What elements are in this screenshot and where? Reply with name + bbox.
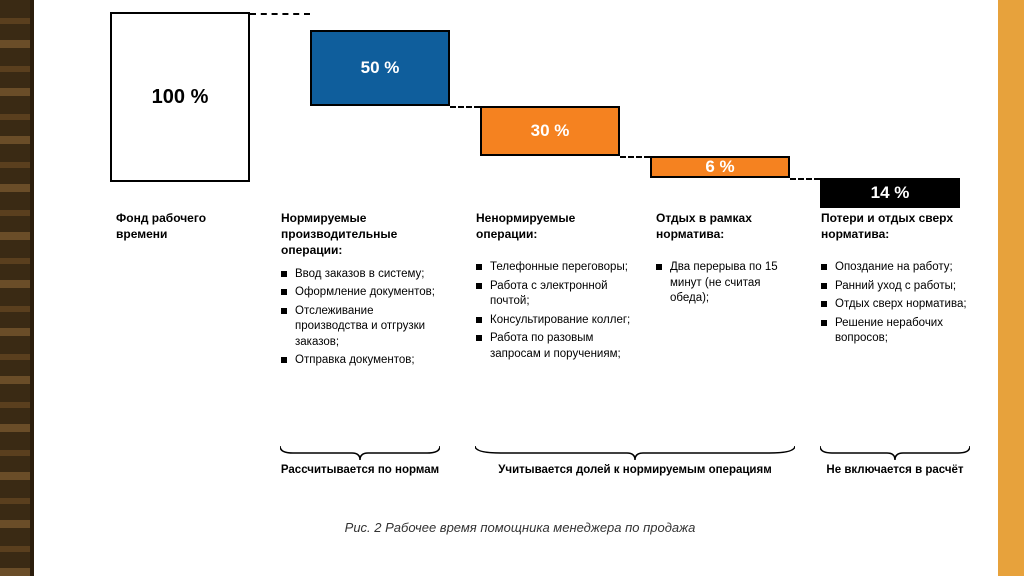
- column-title: Отдых в рамках норматива:: [656, 210, 794, 252]
- chart-bar: 100 %: [110, 12, 250, 182]
- chart-bar: 6 %: [650, 156, 790, 178]
- connector-line: [620, 156, 650, 158]
- brace-icon: [820, 446, 970, 462]
- list-item: Опоздание на работу;: [821, 260, 969, 276]
- brace-group: Учитывается долей к нормируемым операция…: [475, 446, 795, 476]
- list-item: Работа с электронной почтой;: [476, 279, 634, 310]
- chart-bar: 14 %: [820, 178, 960, 208]
- list-item: Работа по разовым запросам и поручениям;: [476, 331, 634, 362]
- list-item: Консультирование коллег;: [476, 313, 634, 329]
- list-item: Оформление документов;: [281, 285, 444, 301]
- bar-label: 100 %: [152, 86, 209, 109]
- connector-line: [790, 178, 820, 180]
- figure-caption: Рис. 2 Рабочее время помощника менеджера…: [80, 520, 960, 535]
- list-item: Ввод заказов в систему;: [281, 267, 444, 283]
- category-column: Потери и отдых сверх норматива: Опоздание…: [815, 210, 975, 350]
- category-column: Ненормируемые операции: Телефонные перего…: [470, 210, 640, 365]
- waterfall-chart: 100 % 50 % 30 % 6 % 14 %: [80, 0, 960, 210]
- category-column: Фонд рабочего времени: [110, 210, 250, 260]
- chart-bar: 50 %: [310, 30, 450, 106]
- column-title: Ненормируемые операции:: [476, 210, 634, 252]
- brace-label: Не включается в расчёт: [820, 464, 970, 476]
- brace-icon: [280, 446, 440, 462]
- list-item: Ранний уход с работы;: [821, 279, 969, 295]
- brace-group: Рассчитывается по нормам: [280, 446, 440, 476]
- right-decoration: [998, 0, 1024, 576]
- brace-row: Рассчитывается по нормам Учитывается доле…: [80, 446, 960, 506]
- column-list: Телефонные переговоры; Работа с электронн…: [476, 260, 634, 362]
- category-column: Нормируемые производительные операции: Вв…: [275, 210, 450, 372]
- category-columns: Фонд рабочего времени Нормируемые произво…: [80, 210, 960, 440]
- bar-label: 30 %: [531, 121, 570, 141]
- list-item: Два перерыва по 15 минут (не считая обед…: [656, 260, 794, 307]
- column-title: Фонд рабочего времени: [116, 210, 244, 252]
- brace-label: Учитывается долей к нормируемым операция…: [475, 464, 795, 476]
- list-item: Отправка документов;: [281, 353, 444, 369]
- connector-line: [450, 106, 480, 108]
- bar-label: 14 %: [871, 183, 910, 203]
- left-decoration: [0, 0, 34, 576]
- brace-icon: [475, 446, 795, 462]
- list-item: Отдых сверх норматива;: [821, 297, 969, 313]
- bar-label: 50 %: [361, 58, 400, 78]
- column-title: Потери и отдых сверх норматива:: [821, 210, 969, 252]
- column-list: Опоздание на работу; Ранний уход с работы…: [821, 260, 969, 347]
- chart-bar: 30 %: [480, 106, 620, 156]
- brace-group: Не включается в расчёт: [820, 446, 970, 476]
- column-list: Два перерыва по 15 минут (не считая обед…: [656, 260, 794, 307]
- list-item: Телефонные переговоры;: [476, 260, 634, 276]
- column-list: Ввод заказов в систему; Оформление докуме…: [281, 267, 444, 369]
- connector-line: [250, 13, 310, 15]
- category-column: Отдых в рамках норматива: Два перерыва по…: [650, 210, 800, 310]
- list-item: Отслеживание производства и отгрузки зак…: [281, 304, 444, 351]
- diagram-stage: 100 % 50 % 30 % 6 % 14 % Фонд рабочего време…: [80, 0, 960, 535]
- brace-label: Рассчитывается по нормам: [280, 464, 440, 476]
- column-title: Нормируемые производительные операции:: [281, 210, 444, 259]
- bar-label: 6 %: [705, 157, 734, 177]
- list-item: Решение нерабочих вопросов;: [821, 316, 969, 347]
